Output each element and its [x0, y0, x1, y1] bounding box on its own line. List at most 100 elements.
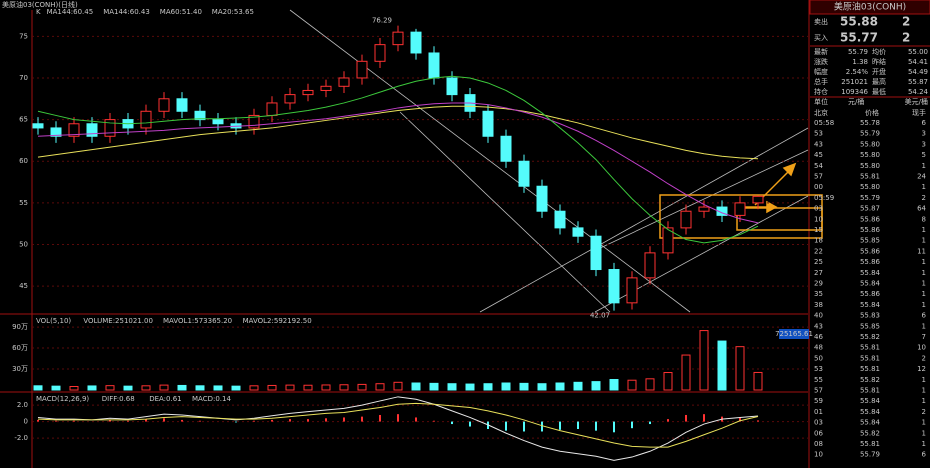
- tick-time: 05:59: [814, 194, 834, 202]
- volume-bar: [123, 385, 133, 391]
- tick-time: 27: [814, 269, 823, 277]
- tick-price: 55.80: [860, 162, 880, 170]
- volume-bar: [33, 385, 43, 391]
- tick-time: 43: [814, 140, 823, 148]
- tick-qty: 7: [922, 333, 926, 341]
- tick-time: 57: [814, 387, 823, 395]
- tick-time: 18: [814, 237, 823, 245]
- trend-lines: [289, 9, 809, 313]
- tick-price: 55.81: [860, 173, 880, 181]
- volume-bar: [159, 384, 169, 391]
- candle-body: [716, 206, 728, 216]
- tick-qty: 12: [917, 365, 926, 373]
- quote-cell: 均价: [872, 47, 886, 56]
- tick-price: 55.86: [860, 258, 881, 266]
- high-annotation: 76.29: [372, 17, 392, 25]
- volume-bar: [627, 379, 637, 391]
- candle-body: [302, 89, 314, 96]
- tick-time: 25: [814, 258, 823, 266]
- tick-qty: 24: [917, 173, 926, 181]
- y-tick-label: 0: [24, 418, 28, 426]
- candle-body: [446, 77, 458, 96]
- legend-text: MACD:0.14: [192, 395, 231, 403]
- tick-qty: 1: [922, 280, 926, 288]
- volume-bar: [591, 381, 601, 391]
- candle-body: [320, 85, 332, 91]
- candle-body: [392, 31, 404, 46]
- tick-time: 22: [814, 247, 823, 255]
- quote-cell: 总手: [814, 77, 828, 86]
- volume-bar: [429, 382, 439, 391]
- tick-qty: 1: [922, 387, 926, 395]
- quote-cell: 持仓: [814, 87, 828, 96]
- quote-price: 55.88: [840, 15, 878, 29]
- quote-title: 美原油03(CONH): [834, 1, 906, 13]
- tick-time: 46: [814, 333, 823, 341]
- volume-bar: [483, 383, 493, 391]
- volume-bar: [213, 385, 223, 391]
- volume-bar: [681, 354, 691, 391]
- quote-cell: 55.00: [908, 48, 928, 56]
- legend-text: VOL(5,10): [36, 317, 71, 325]
- tick-price: 55.80: [860, 140, 880, 148]
- quote-cell: 开盘: [872, 67, 886, 76]
- legend-text: MAVOL2:592192.50: [243, 317, 312, 325]
- tick-qty: 1: [922, 322, 926, 330]
- legend-text: MAVOL1:573365.20: [163, 317, 232, 325]
- volume-bar: [393, 381, 403, 391]
- tick-qty: 1: [922, 301, 926, 309]
- tick-qty: 3: [922, 130, 926, 138]
- volume-bar: [735, 346, 745, 391]
- quote-cell: 1.38: [852, 58, 868, 66]
- candle-body: [32, 123, 44, 129]
- quote-price: 55.77: [840, 31, 878, 45]
- tick-qty: 3: [922, 140, 926, 148]
- candle-body: [734, 202, 746, 216]
- candle-body: [86, 123, 98, 137]
- volume-bar: [663, 372, 673, 391]
- y-tick-label: 60万: [12, 344, 28, 352]
- volume-bar: [69, 386, 79, 391]
- candle-body: [500, 135, 512, 162]
- volume-bar: [699, 330, 709, 391]
- volume-bar: [321, 384, 331, 391]
- tick-price: 55.85: [860, 237, 880, 245]
- volume-bar: [249, 385, 259, 391]
- cursor-box: [779, 329, 809, 339]
- highlight-boxes: [659, 162, 823, 239]
- indicator-line: [37, 396, 759, 461]
- tick-time: 59: [814, 397, 823, 405]
- volume-bar: [753, 371, 763, 391]
- y-tick-label: 75: [19, 32, 28, 40]
- tick-price: 55.79: [860, 194, 880, 202]
- candle-body: [266, 102, 278, 116]
- quote-label: 卖出: [814, 17, 828, 26]
- volume-bar: [285, 384, 295, 391]
- quote-cell: 55.79: [848, 48, 868, 56]
- tick-time: 50: [814, 354, 823, 362]
- unit-option: 元/桶: [848, 97, 864, 106]
- tick-qty: 1: [922, 290, 926, 298]
- tick-qty: 8: [922, 215, 926, 223]
- candle-body: [752, 195, 764, 204]
- legend-text: MA144:60.43: [103, 8, 150, 16]
- candle-body: [374, 44, 386, 62]
- tick-qty: 10: [917, 344, 926, 352]
- tick-price: 55.86: [860, 215, 881, 223]
- tick-qty: 1: [922, 226, 926, 234]
- y-tick-label: 70: [19, 74, 28, 82]
- quote-qty: 2: [902, 15, 910, 29]
- candle-body: [626, 277, 638, 304]
- volume-bar: [303, 384, 313, 391]
- tick-time: 01: [814, 408, 823, 416]
- tick-price: 55.86: [860, 290, 881, 298]
- tick-qty: 2: [922, 194, 926, 202]
- indicator-line: [37, 75, 759, 244]
- volume-bar: [717, 340, 727, 391]
- candle-body: [662, 227, 674, 254]
- tick-qty: 1: [922, 269, 926, 277]
- tick-qty: 1: [922, 237, 926, 245]
- indicator-line: [37, 105, 759, 160]
